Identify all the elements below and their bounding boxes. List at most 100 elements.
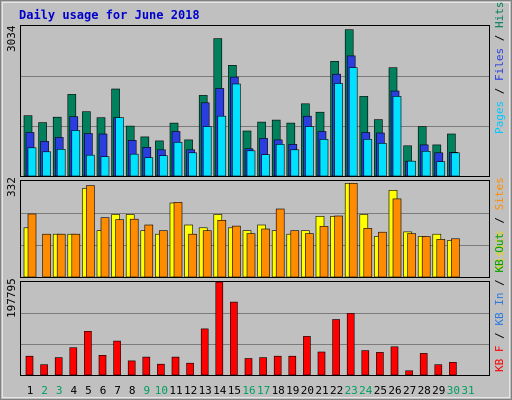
side-label-part: KB F	[493, 346, 506, 373]
bar-pages-day-22	[334, 83, 343, 177]
side-label-part: /	[493, 81, 506, 101]
bar-sites-day-23	[348, 183, 358, 278]
bar-sites-day-27	[407, 233, 416, 278]
bar-pages-day-7	[115, 117, 124, 177]
day-label-27: 27	[403, 384, 416, 397]
bar-pages-day-21	[319, 139, 329, 177]
bar-kb-f-day-26	[390, 346, 399, 376]
day-label-13: 13	[199, 384, 212, 397]
bar-pages-day-25	[378, 143, 387, 177]
bar-kb-f-day-12	[186, 362, 194, 376]
bar-kb-f-day-4	[69, 347, 78, 376]
day-label-21: 21	[315, 384, 328, 397]
bar-kb-f-day-27	[405, 370, 413, 376]
day-label-17: 17	[257, 384, 270, 397]
side-label-part: /	[493, 210, 506, 230]
bar-sites-day-21	[319, 226, 329, 278]
bar-sites-day-24	[363, 228, 373, 278]
day-label-28: 28	[418, 384, 431, 397]
side-label-part: Visits	[493, 230, 506, 270]
bar-pages-day-16	[246, 150, 256, 177]
bar-sites-day-17	[261, 228, 270, 278]
bar-kb-f-day-28	[419, 353, 428, 376]
bar-pages-day-17	[261, 154, 270, 177]
bar-sites-day-18	[275, 208, 285, 278]
bar-sites-day-16	[246, 233, 256, 278]
day-label-22: 22	[330, 384, 343, 397]
bar-pages-day-27	[407, 160, 416, 177]
day-label-6: 6	[100, 384, 107, 397]
bar-kb-f-day-21	[317, 351, 326, 376]
bar-kb-f-day-15	[230, 301, 238, 376]
bar-pages-day-28	[421, 151, 431, 177]
bar-kb-f-day-8	[127, 360, 136, 376]
bar-sites-day-7	[115, 219, 124, 278]
bar-pages-day-1	[27, 147, 37, 177]
bar-pages-day-3	[56, 149, 66, 177]
bar-sites-day-11	[173, 202, 183, 278]
side-label-part: Pages	[493, 101, 506, 134]
side-label-part: KB Out	[493, 233, 506, 273]
day-label-24: 24	[359, 384, 373, 397]
bar-kb-f-day-29	[434, 364, 443, 376]
bar-sites-day-25	[378, 231, 387, 278]
bar-kb-f-day-17	[259, 357, 267, 376]
day-label-18: 18	[272, 384, 285, 397]
bar-pages-day-18	[275, 144, 285, 177]
bar-sites-day-26	[392, 198, 402, 278]
day-label-3: 3	[56, 384, 63, 397]
bar-pages-day-2	[42, 151, 51, 177]
bar-pages-day-26	[392, 96, 402, 177]
day-label-16: 16	[242, 384, 255, 397]
bar-sites-day-8	[129, 218, 139, 278]
bar-sites-day-13	[202, 230, 212, 278]
day-label-15: 15	[228, 384, 241, 397]
bar-pages-day-30	[451, 152, 460, 177]
bar-kb-f-day-13	[200, 328, 209, 376]
bar-sites-day-10	[159, 230, 168, 278]
bar-pages-day-14	[217, 115, 227, 177]
bar-sites-day-28	[421, 236, 431, 278]
bar-pages-day-12	[188, 152, 197, 177]
day-label-4: 4	[70, 384, 77, 397]
bar-pages-day-29	[436, 161, 446, 177]
ytick-label-hits: 3034	[5, 25, 18, 52]
day-label-31: 31	[461, 384, 474, 397]
day-label-12: 12	[184, 384, 197, 397]
bar-kb-f-day-30	[449, 361, 457, 376]
day-label-23: 23	[345, 384, 358, 397]
day-label-9: 9	[143, 384, 150, 397]
panel-kbytes	[20, 281, 490, 376]
day-label-25: 25	[374, 384, 387, 397]
ytick-label-visits: 332	[5, 177, 18, 197]
side-label-part: KB In	[493, 293, 506, 326]
bar-pages-day-20	[305, 126, 314, 177]
bar-sites-day-14	[217, 220, 227, 278]
bar-pages-day-23	[348, 67, 358, 177]
bar-sites-day-6	[100, 217, 110, 278]
bar-kb-f-day-19	[288, 355, 297, 376]
bar-pages-day-24	[363, 139, 373, 177]
day-label-5: 5	[85, 384, 92, 397]
bar-sites-day-12	[188, 233, 197, 278]
day-label-14: 14	[213, 384, 227, 397]
bar-sites-day-4	[71, 233, 81, 278]
bar-kb-f-day-24	[361, 350, 370, 376]
bar-kb-f-day-23	[346, 313, 355, 376]
day-label-10: 10	[155, 384, 168, 397]
bar-kb-f-day-9	[142, 356, 151, 376]
day-label-1: 1	[27, 384, 34, 397]
bar-pages-day-8	[129, 153, 139, 177]
bar-kb-f-day-3	[54, 357, 63, 376]
bar-kb-f-day-20	[303, 336, 311, 376]
side-label-part: /	[493, 273, 506, 293]
bar-sites-day-15	[232, 225, 241, 278]
day-label-8: 8	[129, 384, 136, 397]
bar-kb-f-day-1	[25, 355, 34, 376]
bar-kb-f-day-18	[273, 355, 282, 376]
day-label-2: 2	[41, 384, 48, 397]
bar-kb-f-day-11	[171, 356, 180, 376]
ytick-label-kbytes: 197795	[5, 278, 18, 318]
